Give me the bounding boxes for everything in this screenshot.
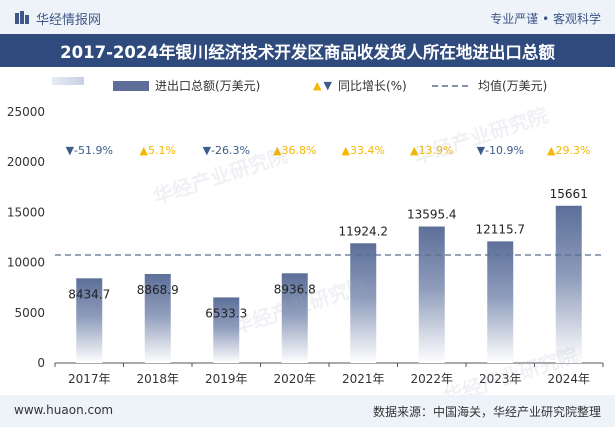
bar [555, 205, 582, 363]
legend-avg-label: 均值(万美元) [478, 79, 548, 93]
growth-label: ▼-10.9% [477, 144, 524, 157]
growth-labels: ▼-51.9% ▲5.1% ▼-26.3% ▲36.8% ▲33.4% ▲13.9% ▼-1… [66, 144, 591, 157]
legend-bar-swatch [113, 80, 149, 91]
growth-label: ▼-51.9% [66, 144, 113, 157]
legend-blank-swatch-mark [52, 77, 84, 85]
bars [76, 205, 582, 363]
x-tick-label: 2024年 [547, 372, 590, 386]
legend-down-triangle-icon: ▼ [323, 79, 332, 92]
data-label: 8434.7 [68, 287, 110, 301]
x-tick-label: 2020年 [273, 372, 316, 386]
legend-avg-line-icon [432, 84, 472, 87]
logo-icon [15, 11, 29, 24]
footer-source: 数据来源：中国海关，华经产业研究院整理 [372, 405, 601, 419]
legend-growth-label: 同比增长(%) [337, 79, 407, 93]
x-tick-label: 2021年 [342, 372, 385, 386]
legend-avg: 均值(万美元) [432, 77, 547, 94]
x-tick-label: 2018年 [136, 372, 179, 386]
footer: www.huaon.com 数据来源：中国海关，华经产业研究院整理 [0, 395, 615, 427]
top-bar: 华经情报网 专业严谨 • 客观科学 [0, 0, 615, 34]
y-tick-label: 25000 [7, 105, 45, 119]
growth-label: ▲36.8% [273, 144, 316, 157]
bar [350, 243, 377, 363]
bar [487, 241, 514, 363]
bar [144, 273, 171, 363]
growth-label: ▲13.9% [410, 144, 453, 157]
chart-title: 2017-2024年银川经济技术开发区商品收发货人所在地进出口总额 [60, 42, 555, 62]
data-label: 8936.8 [274, 282, 316, 296]
x-tick-label: 2019年 [205, 372, 248, 386]
legend-growth: ▲ ▼ 同比增长(%) [313, 77, 407, 94]
value-labels: 8434.7 8868.9 6533.3 8936.8 11924.2 13595.4 12… [68, 187, 588, 321]
tagline: 专业严谨 • 客观科学 [490, 12, 601, 26]
brand: 华经情报网 [14, 8, 101, 28]
bar [213, 297, 240, 363]
legend-up-triangle-icon: ▲ [313, 79, 322, 92]
legend-bar-label: 进出口总额(万美元) [155, 79, 261, 93]
legend: 进出口总额(万美元) ▲ ▼ 同比增长(%) 均值(万美元) [0, 72, 615, 98]
chart-svg: 0 5000 10000 15000 20000 25000 2017年 2018年 2019年… [7, 105, 604, 386]
brand-name: 华经情报网 [36, 12, 102, 28]
y-tick-label: 5000 [14, 306, 45, 320]
x-tick-label: 2022年 [410, 372, 453, 386]
x-tick-label: 2023年 [479, 372, 522, 386]
bar [76, 278, 103, 363]
data-label: 13595.4 [407, 208, 457, 222]
legend-blank-swatch [52, 77, 84, 85]
bar [281, 273, 308, 363]
legend-bar: 进出口总额(万美元) [113, 77, 260, 94]
data-label: 6533.3 [205, 306, 247, 320]
chart-area: 0 5000 10000 15000 20000 25000 2017年 2018年 2019年… [0, 98, 615, 395]
data-label: 11924.2 [338, 224, 388, 238]
data-label: 8868.9 [137, 283, 179, 297]
y-tick-label: 15000 [7, 205, 45, 219]
title-bar: 2017-2024年银川经济技术开发区商品收发货人所在地进出口总额 [0, 34, 615, 67]
y-tick-label: 10000 [7, 256, 45, 270]
y-tick-label: 20000 [7, 155, 45, 169]
x-tick-label: 2017年 [68, 372, 111, 386]
growth-label: ▲5.1% [140, 144, 176, 157]
growth-label: ▲29.3% [547, 144, 590, 157]
growth-label: ▼-26.3% [203, 144, 250, 157]
footer-website: www.huaon.com [14, 403, 114, 417]
data-label: 12115.7 [475, 222, 525, 236]
y-tick-label: 0 [37, 356, 45, 370]
data-label: 15661 [550, 187, 588, 201]
bar [418, 226, 445, 363]
growth-label: ▲33.4% [342, 144, 385, 157]
